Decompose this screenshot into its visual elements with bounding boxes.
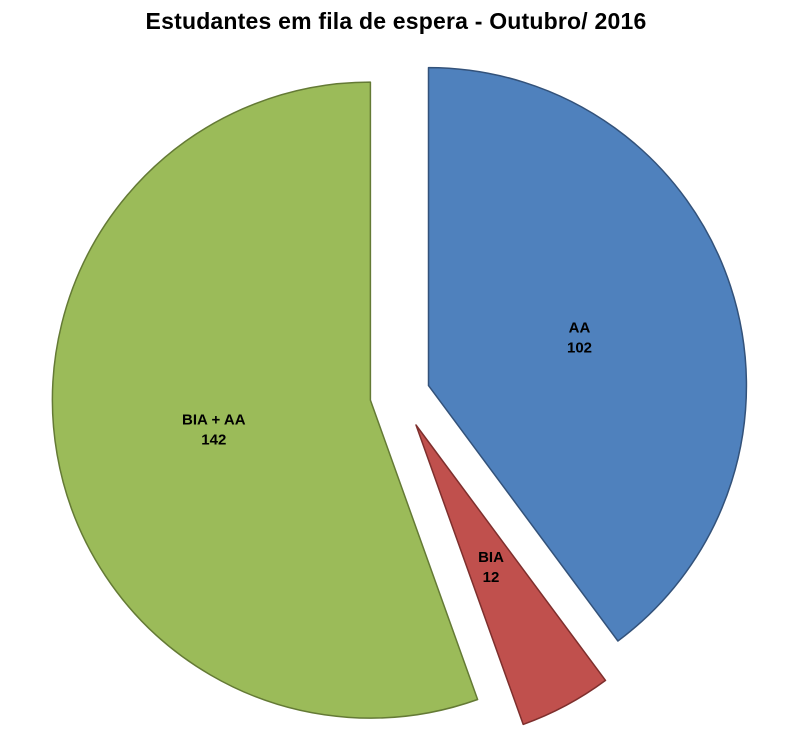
pie-slice-label: AA 102 <box>567 320 592 357</box>
pie-slice-label: BIA 12 <box>478 549 504 586</box>
pie-slice-aa <box>427 66 748 642</box>
pie-slice-bia <box>415 424 607 726</box>
chart-title: Estudantes em fila de espera - Outubro/ … <box>145 8 647 34</box>
pie-slice-bia-aa <box>51 81 479 719</box>
pie-slice-label: BIA + AA 142 <box>182 411 246 448</box>
